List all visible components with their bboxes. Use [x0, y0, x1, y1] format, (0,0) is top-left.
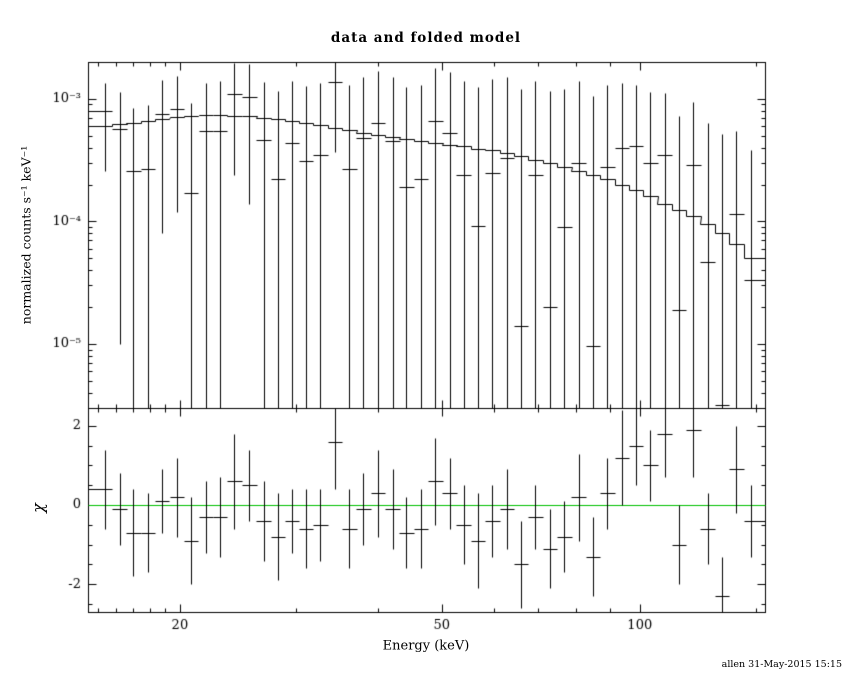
plot-timestamp: allen 31-May-2015 15:15 [721, 659, 842, 670]
chart-title: data and folded model [330, 30, 522, 46]
y-axis-label-chi: χ [28, 503, 48, 513]
y-axis-label-counts: normalized counts s⁻¹ keV⁻¹ [18, 145, 34, 325]
x-axis-label: Energy (keV) [382, 638, 470, 654]
